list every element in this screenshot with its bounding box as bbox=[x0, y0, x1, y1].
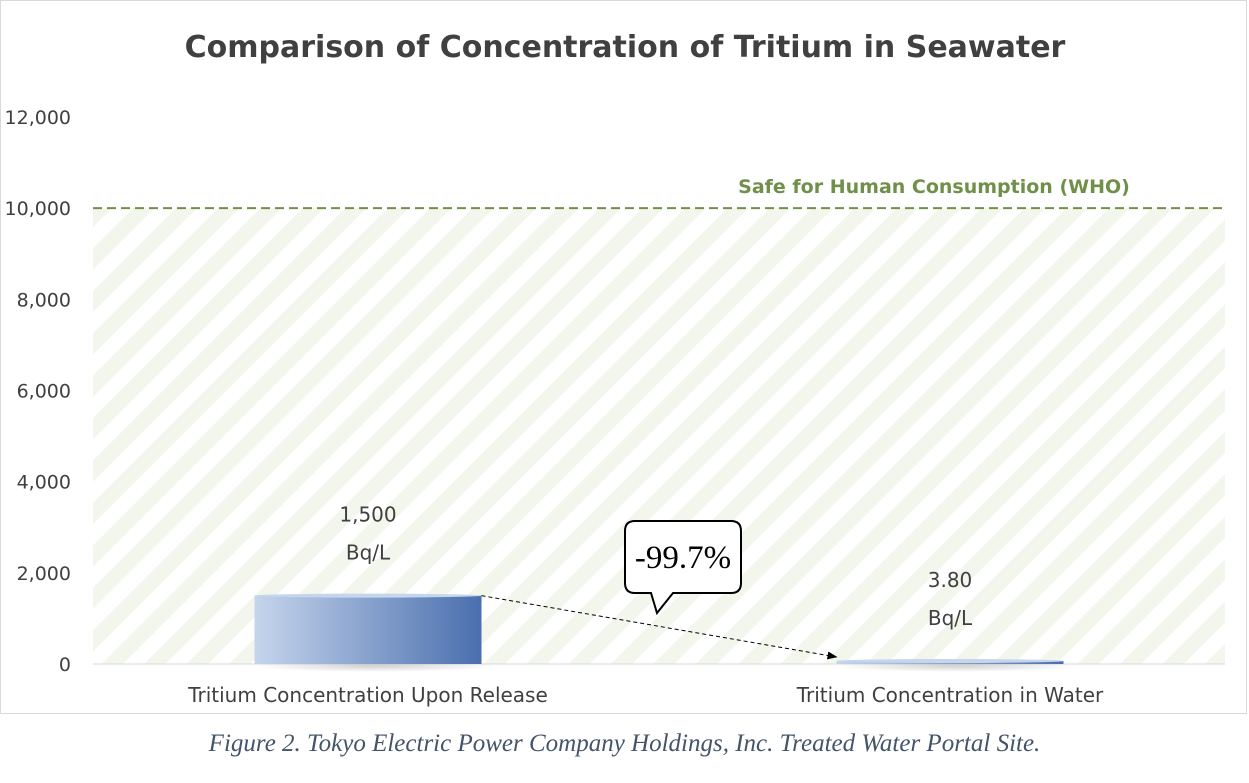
y-tick-label: 0 bbox=[59, 654, 71, 676]
callout-text: -99.7% bbox=[635, 540, 731, 576]
x-category-label: Tritium Concentration in Water bbox=[796, 683, 1104, 707]
y-tick-label: 2,000 bbox=[17, 563, 71, 585]
chart-svg: Comparison of Concentration of Tritium i… bbox=[5, 30, 1225, 707]
chart-title: Comparison of Concentration of Tritium i… bbox=[185, 30, 1066, 65]
y-tick-label: 6,000 bbox=[17, 381, 71, 403]
x-axis: Tritium Concentration Upon Release Tritiu… bbox=[187, 683, 1104, 707]
figure-caption: Figure 2. Tokyo Electric Power Company H… bbox=[208, 730, 1041, 757]
y-tick-label: 12,000 bbox=[5, 107, 71, 129]
reduction-callout: -99.7% bbox=[624, 520, 742, 616]
bar-value-label: 1,500 bbox=[339, 503, 396, 527]
bar bbox=[254, 595, 482, 664]
bars bbox=[250, 593, 1080, 672]
y-axis: 0 2,000 4,000 6,000 8,000 10,000 12,000 bbox=[5, 107, 71, 676]
bar-top bbox=[254, 593, 482, 598]
bar-value-label: 3.80 bbox=[928, 568, 973, 592]
bar-unit-label: Bq/L bbox=[928, 606, 973, 630]
y-tick-label: 8,000 bbox=[17, 289, 71, 311]
y-tick-label: 4,000 bbox=[17, 472, 71, 494]
bar-data-labels: 1,500 Bq/L 3.80 Bq/L bbox=[339, 503, 973, 630]
x-category-label: Tritium Concentration Upon Release bbox=[187, 683, 548, 707]
y-tick-label: 10,000 bbox=[5, 198, 71, 220]
who-safe-reference-label: Safe for Human Consumption (WHO) bbox=[738, 176, 1130, 198]
chart-frame: Comparison of Concentration of Tritium i… bbox=[0, 0, 1247, 714]
callout-bubble bbox=[624, 520, 742, 616]
bar-unit-label: Bq/L bbox=[346, 541, 391, 565]
bar-top bbox=[836, 659, 1064, 663]
